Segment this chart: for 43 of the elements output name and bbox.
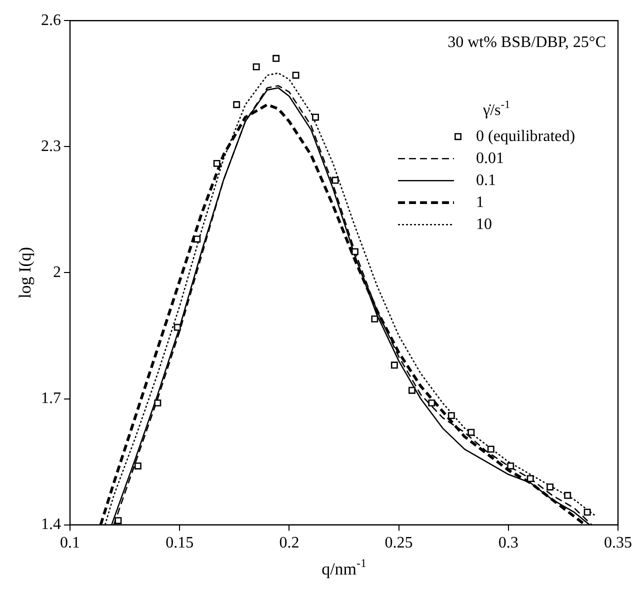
legend-label: 10	[476, 216, 492, 233]
legend-label: 1	[476, 194, 484, 211]
point	[233, 101, 240, 108]
y-axis-title: log I(q)	[15, 246, 34, 298]
point	[584, 508, 591, 516]
x-tick-label: 0.35	[604, 534, 632, 552]
y-tick-label: 2	[53, 264, 61, 281]
point	[468, 428, 475, 436]
point	[312, 114, 319, 121]
x-tick-label: 0.3	[498, 534, 518, 552]
point	[174, 324, 181, 331]
point	[292, 72, 300, 79]
point	[154, 399, 162, 406]
x-tick-label: 0.2	[279, 534, 300, 552]
point	[194, 236, 201, 243]
point	[487, 446, 494, 453]
point	[428, 399, 436, 406]
point	[332, 176, 339, 184]
annotation: 30 wt% BSB/DBP, 25°C	[448, 34, 606, 51]
point	[351, 248, 358, 256]
x-tick-label: 0.25	[384, 534, 413, 552]
point	[114, 517, 122, 524]
x-tick-label: 0.15	[166, 534, 194, 552]
point	[272, 54, 280, 62]
y-tick-label: 1.7	[41, 390, 61, 407]
legend-label: 0.1	[476, 172, 496, 189]
y-tick-label: 2.6	[41, 12, 61, 29]
y-tick-label: 1.4	[41, 516, 61, 534]
point	[213, 160, 220, 167]
point	[252, 63, 260, 70]
point	[507, 462, 514, 470]
point	[564, 492, 572, 499]
point	[526, 475, 534, 482]
point	[448, 412, 455, 420]
x-tick-label: 0.1	[60, 534, 80, 552]
legend-label: 0.01	[476, 150, 504, 167]
point	[390, 362, 398, 369]
point	[371, 315, 378, 322]
point	[134, 462, 142, 470]
point	[546, 484, 554, 490]
y-tick-label: 2.3	[41, 138, 61, 155]
point	[408, 386, 416, 394]
legend-label: 0 (equilibrated)	[476, 128, 576, 145]
